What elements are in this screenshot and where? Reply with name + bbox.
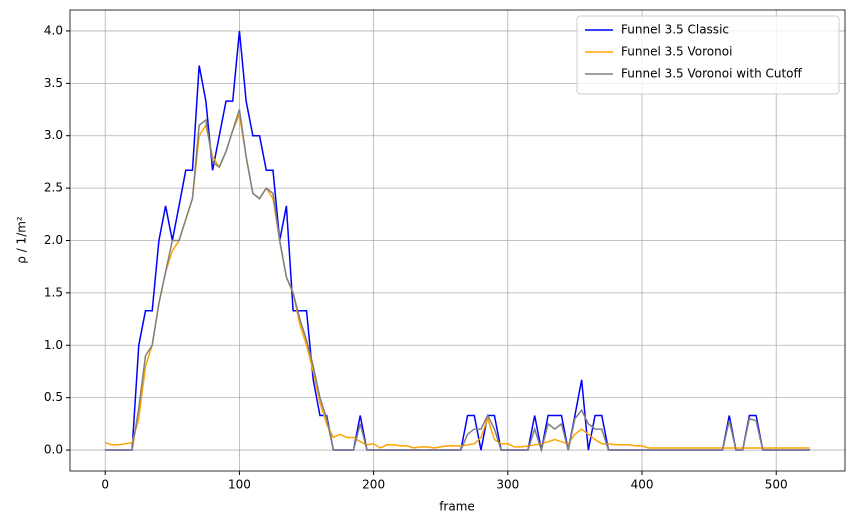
y-tick-label: 1.0 bbox=[44, 338, 63, 352]
y-tick-label: 3.5 bbox=[44, 76, 63, 90]
x-axis-label: frame bbox=[439, 500, 475, 514]
y-tick-label: 0.0 bbox=[44, 443, 63, 457]
y-tick-label: 1.5 bbox=[44, 285, 63, 299]
x-tick-label: 0 bbox=[101, 478, 109, 492]
x-tick-label: 100 bbox=[228, 478, 251, 492]
series-line bbox=[105, 109, 810, 453]
x-tick-label: 300 bbox=[496, 478, 519, 492]
legend-label: Funnel 3.5 Voronoi bbox=[621, 45, 732, 59]
x-tick-label: 400 bbox=[631, 478, 654, 492]
y-tick-label: 0.5 bbox=[44, 390, 63, 404]
y-tick-label: 3.0 bbox=[44, 128, 63, 142]
legend-label: Funnel 3.5 Voronoi with Cutoff bbox=[621, 67, 803, 81]
legend-label: Funnel 3.5 Classic bbox=[621, 23, 729, 37]
legend-box bbox=[576, 15, 840, 95]
x-tick-label: 500 bbox=[765, 478, 788, 492]
y-tick-label: 2.0 bbox=[44, 233, 63, 247]
y-tick-label: 2.5 bbox=[44, 181, 63, 195]
plot-frame bbox=[69, 9, 846, 472]
y-tick-label: 4.0 bbox=[44, 23, 63, 37]
x-tick-label: 200 bbox=[362, 478, 385, 492]
y-axis-label: ρ / 1/m² bbox=[15, 216, 29, 264]
